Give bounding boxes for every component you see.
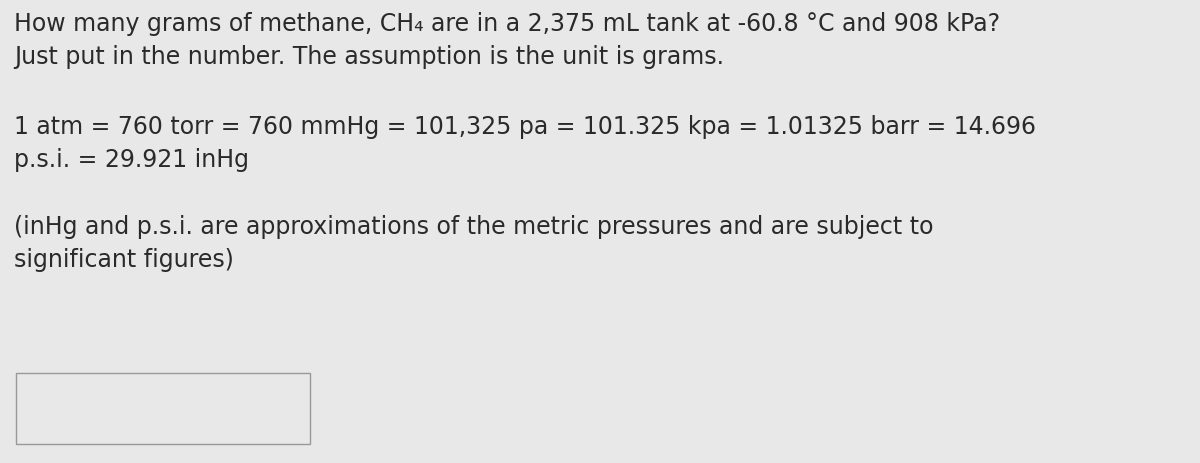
- Text: p.s.i. = 29.921 inHg: p.s.i. = 29.921 inHg: [14, 148, 250, 172]
- FancyBboxPatch shape: [16, 373, 310, 444]
- Text: How many grams of methane, CH₄ are in a 2,375 mL tank at -60.8 °C and 908 kPa?: How many grams of methane, CH₄ are in a …: [14, 12, 1001, 36]
- Text: significant figures): significant figures): [14, 247, 234, 271]
- Text: (inHg and p.s.i. are approximations of the metric pressures and are subject to: (inHg and p.s.i. are approximations of t…: [14, 214, 934, 238]
- Text: Just put in the number. The assumption is the unit is grams.: Just put in the number. The assumption i…: [14, 45, 725, 69]
- Text: 1 atm = 760 torr = 760 mmHg = 101,325 pa = 101.325 kpa = 1.01325 barr = 14.696: 1 atm = 760 torr = 760 mmHg = 101,325 pa…: [14, 115, 1037, 139]
